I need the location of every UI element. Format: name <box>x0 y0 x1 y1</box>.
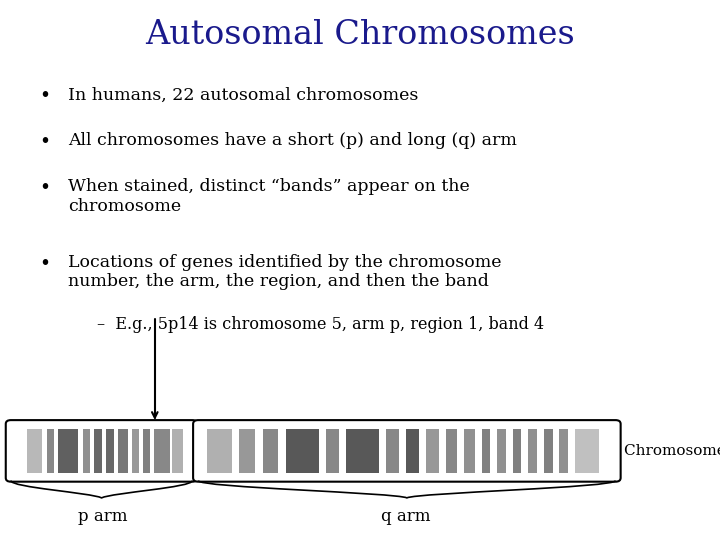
Bar <box>528 429 537 473</box>
Bar <box>386 429 400 473</box>
Bar <box>27 429 42 473</box>
Text: When stained, distinct “bands” appear on the
chromosome: When stained, distinct “bands” appear on… <box>68 178 470 215</box>
FancyBboxPatch shape <box>6 420 197 482</box>
Bar <box>240 429 255 473</box>
FancyBboxPatch shape <box>193 420 621 482</box>
Text: •: • <box>40 178 50 197</box>
Bar <box>106 429 114 473</box>
Bar <box>513 429 521 473</box>
Text: Autosomal Chromosomes: Autosomal Chromosomes <box>145 19 575 51</box>
Bar <box>48 429 54 473</box>
Text: •: • <box>40 132 50 151</box>
Bar <box>482 429 490 473</box>
Text: q arm: q arm <box>381 508 430 524</box>
Bar <box>118 429 128 473</box>
Bar <box>497 429 506 473</box>
Bar <box>406 429 419 473</box>
Bar <box>153 429 169 473</box>
Text: •: • <box>40 254 50 273</box>
Bar <box>132 429 139 473</box>
Bar <box>446 429 457 473</box>
Bar <box>172 429 183 473</box>
Bar <box>559 429 568 473</box>
Bar <box>58 429 78 473</box>
Text: •: • <box>40 86 50 105</box>
Bar <box>426 429 439 473</box>
Text: Chromosome 5: Chromosome 5 <box>624 444 720 458</box>
Bar <box>84 429 90 473</box>
Bar <box>143 429 150 473</box>
Bar <box>94 429 102 473</box>
Bar <box>346 429 379 473</box>
Bar <box>326 429 339 473</box>
Bar <box>207 429 232 473</box>
Text: –  E.g., 5p14 is chromosome 5, arm p, region 1, band 4: – E.g., 5p14 is chromosome 5, arm p, reg… <box>97 316 544 333</box>
Text: All chromosomes have a short (p) and long (q) arm: All chromosomes have a short (p) and lon… <box>68 132 517 149</box>
Bar <box>544 429 552 473</box>
Text: Locations of genes identified by the chromosome
number, the arm, the region, and: Locations of genes identified by the chr… <box>68 254 502 291</box>
Text: p arm: p arm <box>78 508 127 524</box>
Bar <box>263 429 279 473</box>
Bar <box>575 429 599 473</box>
Bar <box>464 429 475 473</box>
Bar <box>286 429 320 473</box>
Text: In humans, 22 autosomal chromosomes: In humans, 22 autosomal chromosomes <box>68 86 419 103</box>
